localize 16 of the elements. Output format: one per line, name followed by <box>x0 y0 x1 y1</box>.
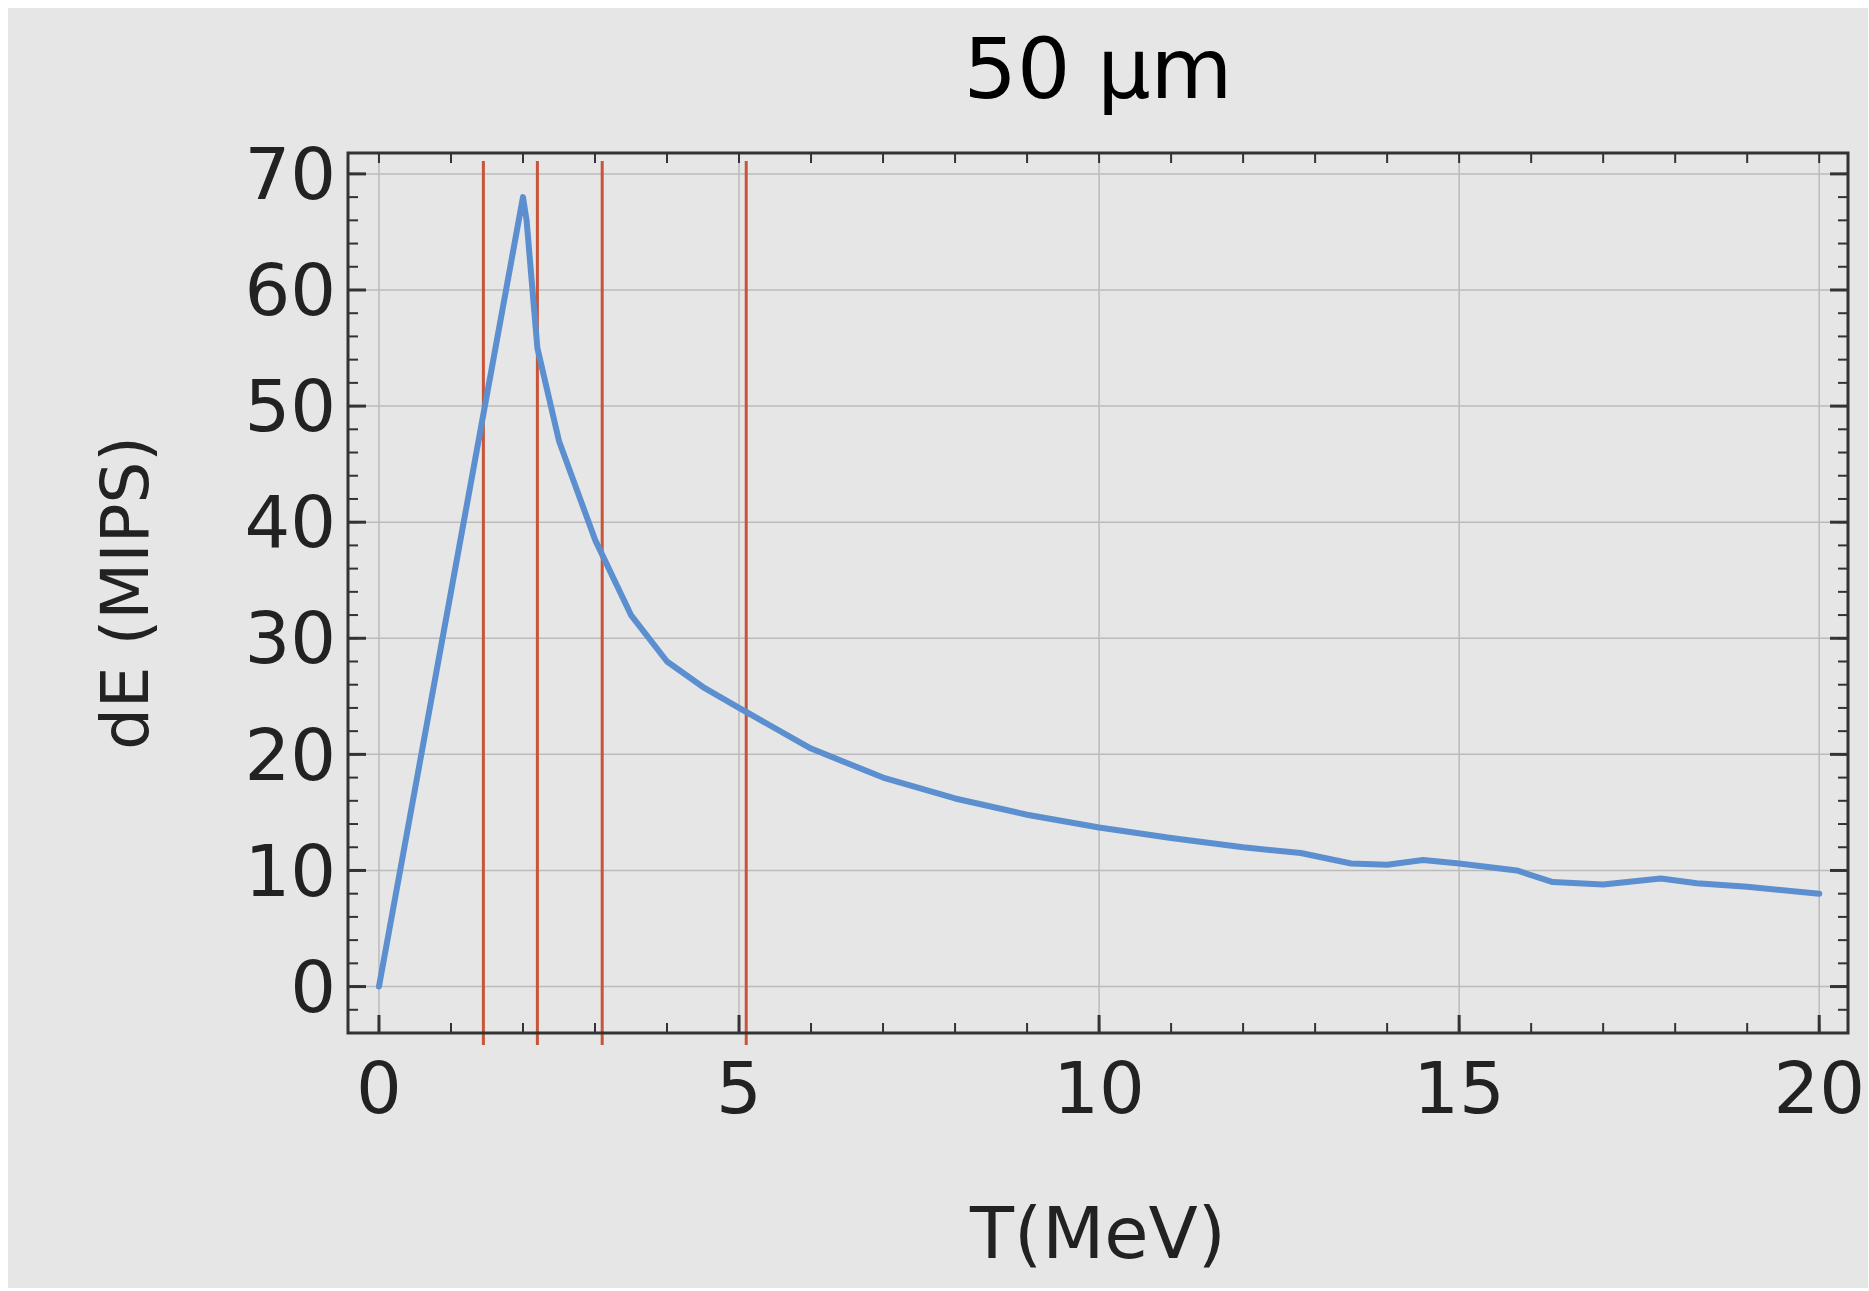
x-tick-label: 10 <box>1053 1046 1145 1130</box>
y-tick-label: 60 <box>244 248 336 333</box>
y-tick-label: 20 <box>244 712 336 797</box>
y-tick-label: 10 <box>244 828 336 913</box>
y-axis-title: dE (MIPS) <box>87 435 164 751</box>
x-axis-title: T(MeV) <box>969 1191 1226 1275</box>
y-tick-label: 0 <box>290 944 336 1029</box>
y-tick-label: 30 <box>244 596 336 681</box>
chart-title: 50 μm <box>963 20 1233 118</box>
x-tick-label: 20 <box>1773 1046 1866 1130</box>
y-tick-label: 50 <box>244 364 336 449</box>
y-tick-label: 40 <box>244 480 336 565</box>
x-tick-label: 0 <box>356 1046 402 1130</box>
y-tick-label: 70 <box>244 132 336 217</box>
x-tick-label: 5 <box>716 1046 762 1130</box>
x-tick-label: 15 <box>1413 1046 1505 1130</box>
